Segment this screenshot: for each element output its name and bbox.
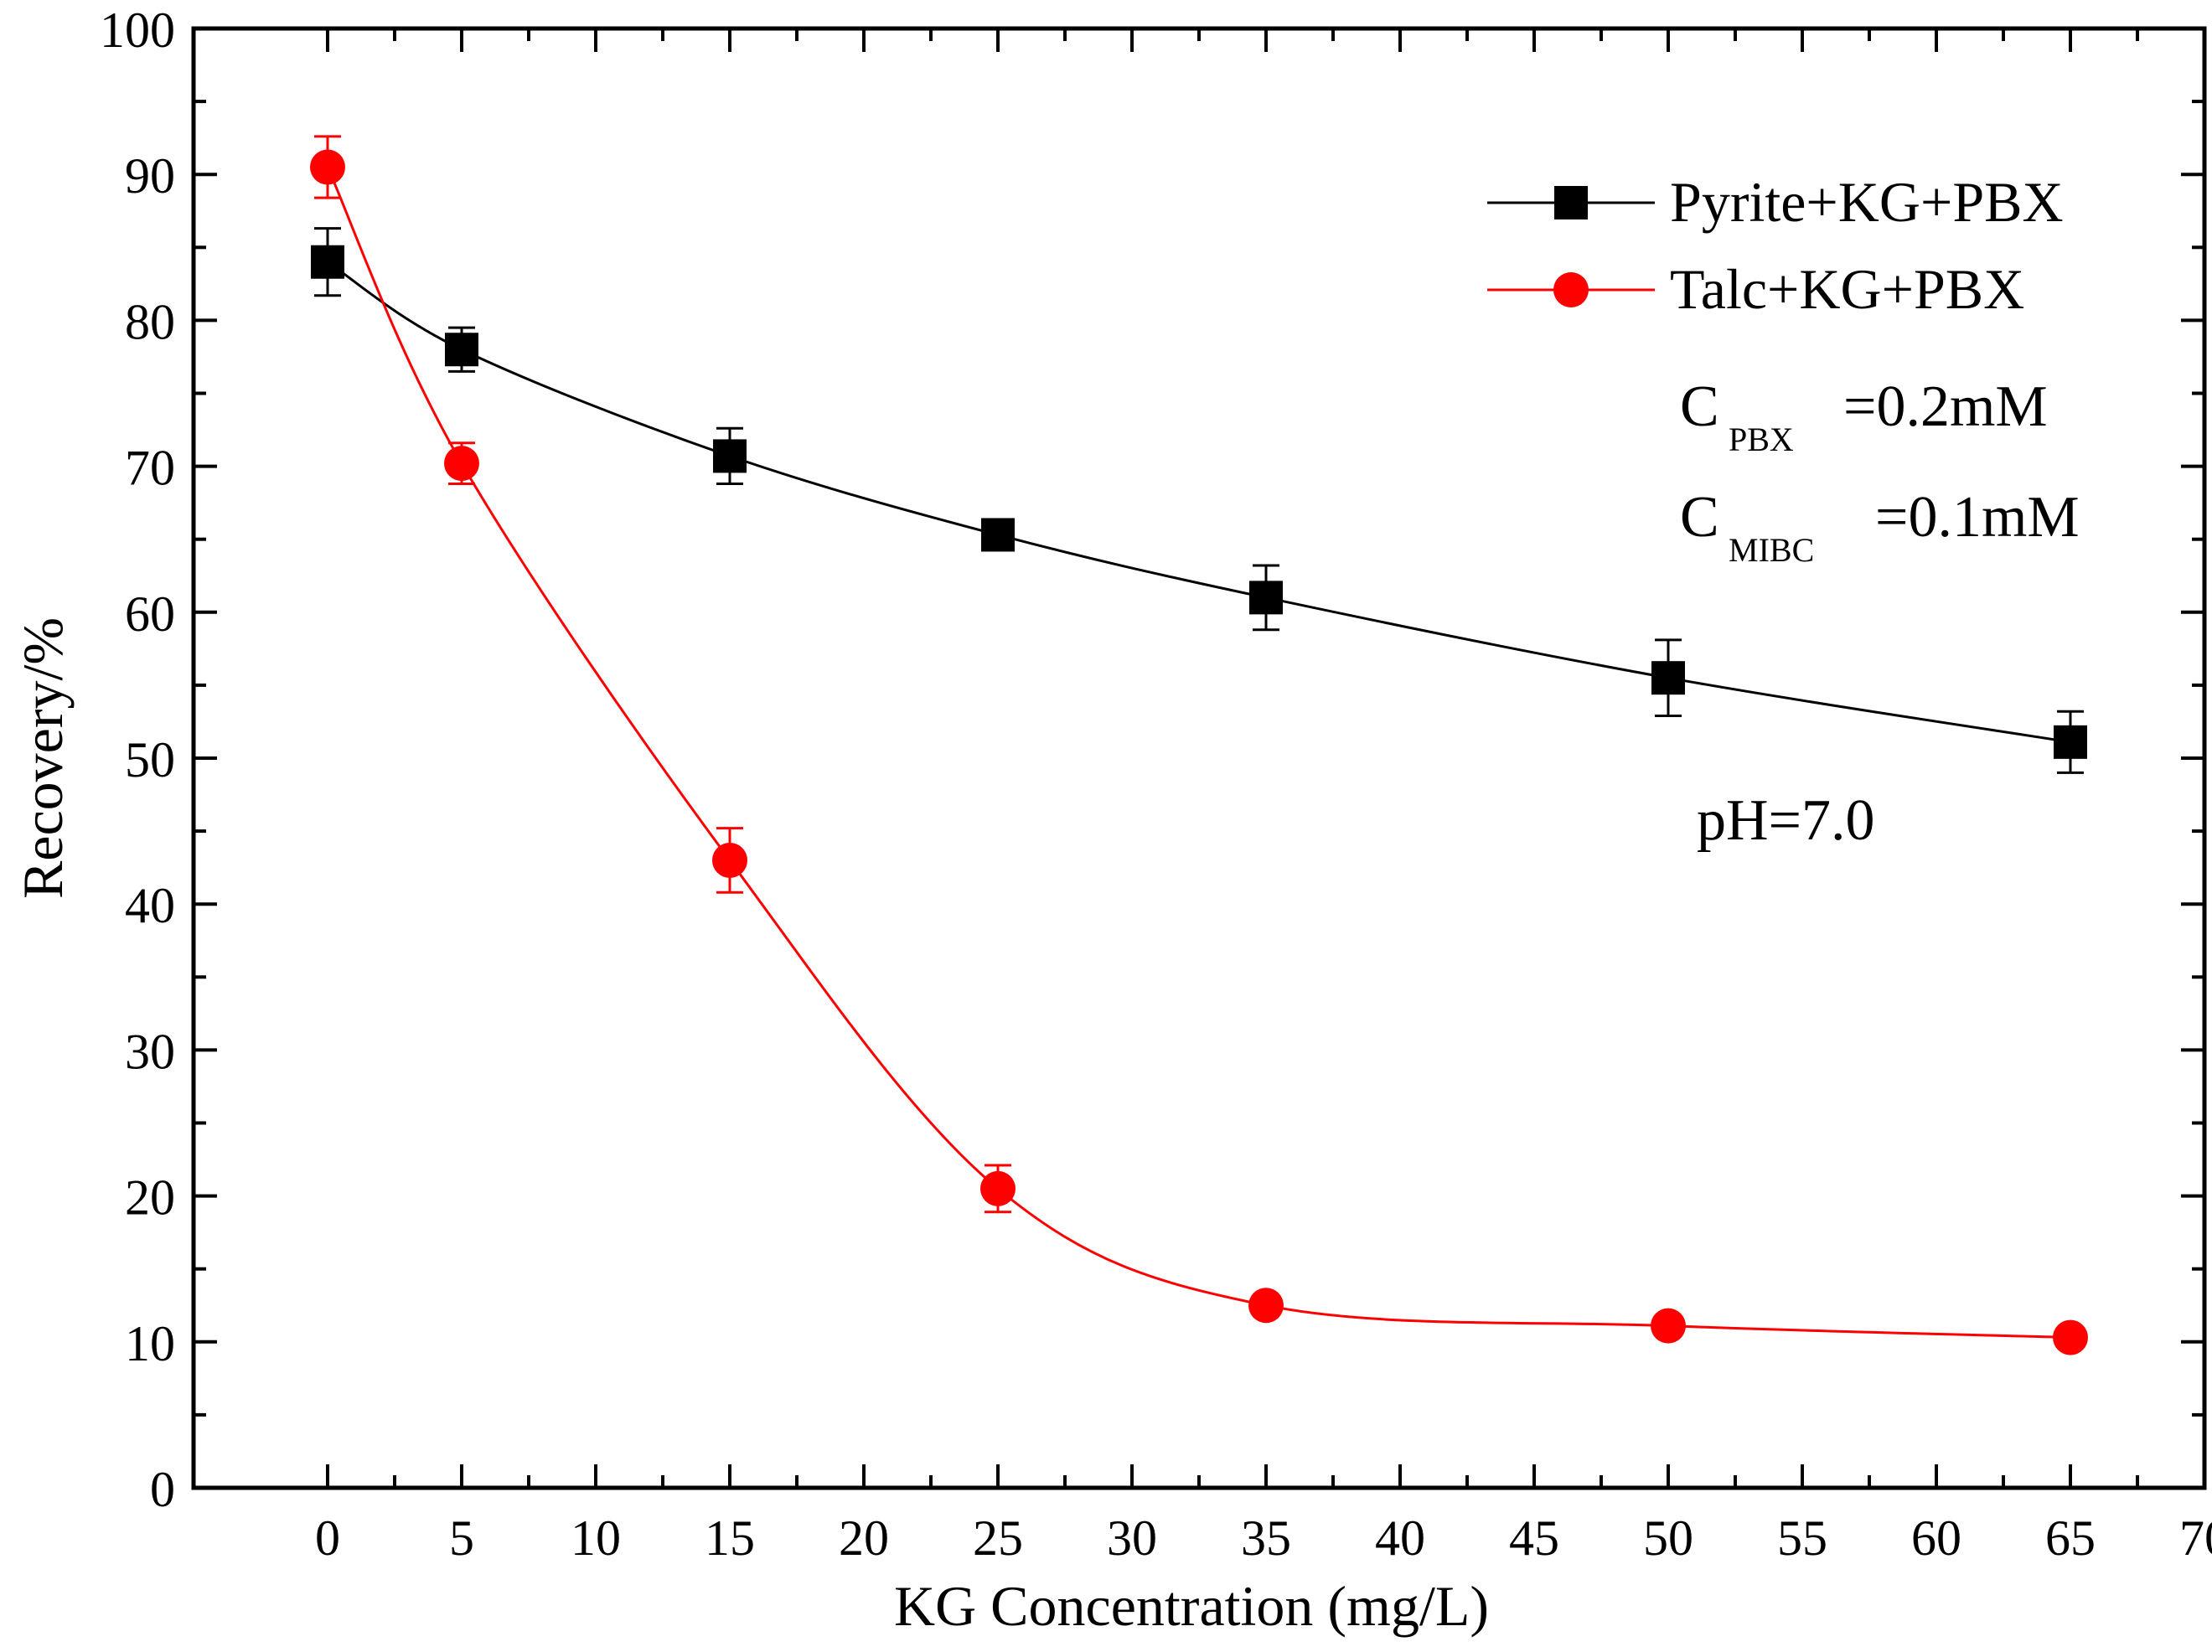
x-tick-label: 20 [839,1510,889,1566]
x-tick-label: 10 [571,1510,621,1566]
plot-frame [191,26,2207,1490]
y-tick-label: 100 [100,3,175,58]
x-tick-label: 50 [1643,1510,1693,1566]
data-point-talc [980,1170,1016,1206]
annotation-cpbx-main: C [1680,374,1719,439]
data-point-talc [1651,1308,1686,1344]
data-point-talc [712,842,747,878]
x-tick-label: 40 [1375,1510,1425,1566]
annotation-cmibc-main: C [1680,485,1719,550]
y-tick-label: 80 [125,294,175,349]
legend: Pyrite+KG+PBX Talc+KG+PBX [1487,170,2064,321]
x-tick-label: 0 [315,1510,340,1566]
x-tick-label: 60 [1911,1510,1961,1566]
annotation-cmibc: C MIBC =0.1mM [1680,485,2080,569]
data-point-pyrite [1249,581,1283,615]
data-point-talc [1248,1288,1284,1324]
series-layer [310,135,2088,1355]
y-tick-label: 10 [125,1316,175,1371]
x-tick-label: 65 [2045,1510,2096,1566]
x-tick-label: 30 [1107,1510,1157,1566]
annotation-cmibc-sub: MIBC [1729,531,1814,569]
data-point-pyrite [713,439,747,473]
x-tick-label: 15 [705,1510,755,1566]
data-point-pyrite [1651,661,1685,695]
data-point-talc [310,149,345,185]
legend-marker-talc [1553,272,1589,307]
series-talc [310,135,2088,1355]
annotation-cpbx-sub: PBX [1729,421,1794,458]
x-tick-label: 45 [1509,1510,1559,1566]
annotation-cpbx-value: =0.2mM [1843,374,2048,439]
data-point-pyrite [981,518,1015,552]
data-point-pyrite [311,245,344,279]
x-tick-label: 35 [1241,1510,1291,1566]
legend-label-talc: Talc+KG+PBX [1670,257,2024,321]
x-tick-label: 55 [1777,1510,1827,1566]
annotation-ph: pH=7.0 [1697,788,1875,853]
y-tick-label: 60 [125,586,175,642]
y-axis-ticks: 0 10 20 30 40 50 60 70 80 90 100 [100,3,2204,1517]
series-pyrite [311,227,2087,774]
legend-marker-pyrite [1554,186,1588,219]
y-axis-label: Recovery/% [11,617,75,899]
legend-label-pyrite: Pyrite+KG+PBX [1670,170,2064,234]
annotation-cpbx: C PBX =0.2mM [1680,374,2048,458]
x-axis-label: KG Concentration (mg/L) [894,1574,1489,1638]
y-tick-label: 70 [125,441,175,496]
y-tick-label: 40 [125,878,175,933]
y-tick-label: 30 [125,1024,175,1079]
data-point-pyrite [445,333,478,367]
data-point-talc [2053,1319,2088,1355]
annotation-cmibc-value: =0.1mM [1875,485,2080,550]
x-tick-label: 25 [973,1510,1023,1566]
y-tick-label: 0 [150,1462,175,1517]
x-tick-label: 5 [449,1510,474,1566]
y-tick-label: 20 [125,1170,175,1226]
data-point-pyrite [2054,725,2087,759]
data-point-talc [444,446,479,482]
series-line-pyrite [327,261,2071,744]
y-tick-label: 50 [125,732,175,787]
y-tick-label: 90 [125,148,175,204]
x-tick-label: 70 [2179,1510,2212,1566]
